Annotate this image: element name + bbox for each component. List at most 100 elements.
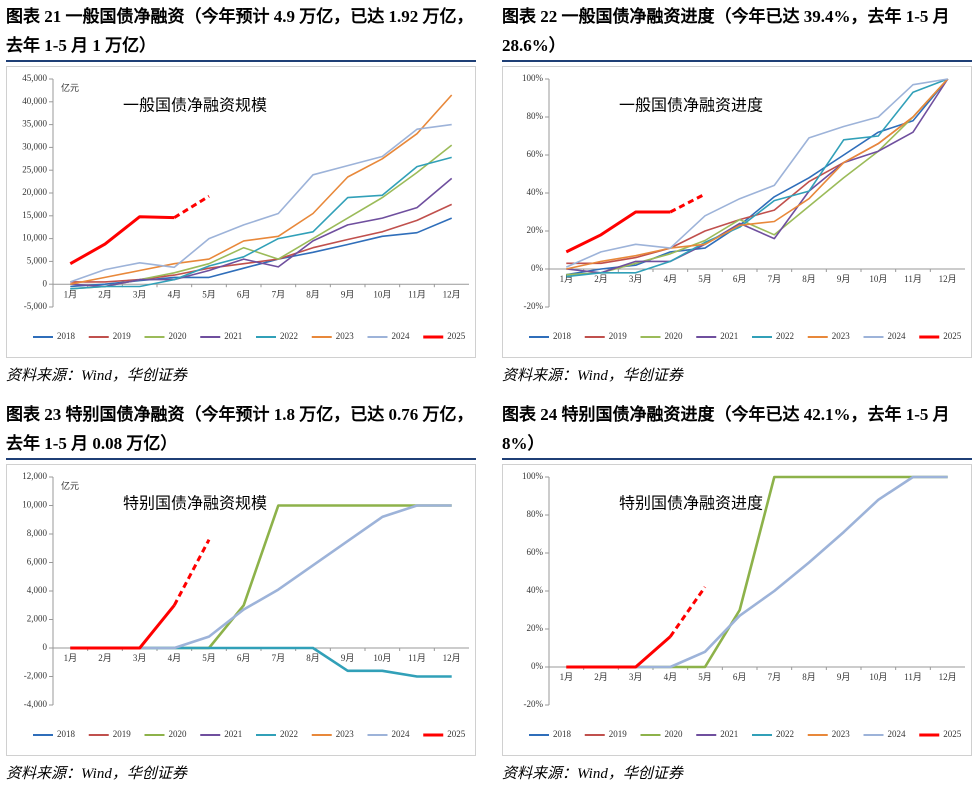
source: 资料来源：Wind，华创证券 [6, 368, 187, 384]
x-tick-label: 1月 [64, 289, 78, 299]
y-tick-label: 80% [527, 111, 544, 121]
legend-label: 2023 [832, 331, 851, 341]
series-line [70, 94, 453, 285]
y-tick-label: 4,000 [27, 585, 48, 595]
x-tick-label: 4月 [168, 289, 182, 299]
legend-label: 2019 [609, 729, 628, 739]
figure-title: 图表 24 特别国债净融资进度（今年已达 42.1%，去年 1-5 月 8%） [502, 400, 972, 460]
x-tick-label: 6月 [237, 289, 251, 299]
series-line [172, 538, 211, 607]
chart: -20% 0% 20% 40% 60% 80% 100% 1月 2月 3月 4月 5月 6月 7月 8月 9月… [502, 66, 972, 358]
x-tick-label: 8月 [802, 672, 816, 682]
x-tick-label: 12月 [939, 672, 957, 682]
y-tick-label: -4,000 [24, 699, 48, 709]
x-tick-label: 8月 [306, 653, 320, 663]
unit-label: 亿元 [61, 82, 79, 93]
legend-label: 2021 [720, 331, 738, 341]
legend-label: 2022 [776, 729, 794, 739]
y-tick-label: 100% [522, 73, 544, 83]
y-tick-label: 12,000 [22, 471, 47, 481]
x-tick-label: 3月 [133, 289, 147, 299]
panel: 图表 23 特别国债净融资（今年预计 1.8 万亿，已达 0.76 万亿，去年 … [6, 400, 476, 783]
series-line [173, 194, 210, 219]
unit-label: 亿元 [61, 480, 79, 491]
source: 资料来源：Wind，华创证券 [6, 766, 187, 782]
x-tick-label: 4月 [664, 274, 678, 284]
y-tick-label: 15,000 [22, 210, 47, 220]
x-tick-label: 2月 [98, 653, 112, 663]
x-tick-label: 5月 [202, 289, 216, 299]
y-tick-label: 35,000 [22, 119, 47, 129]
y-tick-label: -20% [524, 699, 544, 709]
x-tick-label: 3月 [629, 274, 643, 284]
legend-label: 2025 [943, 331, 962, 341]
legend-label: 2020 [665, 331, 684, 341]
x-tick-label: 1月 [560, 274, 574, 284]
legend-label: 2020 [169, 331, 188, 341]
y-tick-label: 80% [527, 509, 544, 519]
series-line [70, 504, 452, 650]
legend-label: 2020 [169, 729, 188, 739]
x-tick-label: 12月 [443, 289, 461, 299]
y-tick-label: 40,000 [22, 96, 47, 106]
legend-label: 2023 [832, 729, 851, 739]
series-line [70, 177, 453, 288]
x-tick-label: 7月 [272, 289, 286, 299]
x-tick-label: 10月 [373, 653, 391, 663]
x-tick-label: 10月 [869, 672, 887, 682]
legend-label: 2025 [447, 331, 466, 341]
y-tick-label: -5,000 [24, 301, 48, 311]
panel: 图表 24 特别国债净融资进度（今年已达 42.1%，去年 1-5 月 8%） … [502, 400, 972, 783]
x-tick-label: 7月 [768, 672, 782, 682]
x-tick-label: 11月 [408, 653, 426, 663]
x-tick-label: 8月 [802, 274, 816, 284]
series-line [70, 156, 452, 290]
series-line [566, 635, 672, 669]
y-tick-label: 60% [527, 547, 544, 557]
series-line [565, 210, 671, 254]
x-tick-label: 2月 [594, 274, 608, 284]
legend-label: 2019 [609, 331, 628, 341]
legend-label: 2018 [57, 331, 76, 341]
x-tick-label: 12月 [443, 653, 461, 663]
x-tick-label: 9月 [837, 274, 851, 284]
x-tick-label: 1月 [64, 653, 78, 663]
x-tick-label: 4月 [664, 672, 678, 682]
y-tick-label: 0% [531, 263, 544, 273]
legend-label: 2018 [553, 331, 572, 341]
x-tick-label: 10月 [373, 289, 391, 299]
x-tick-label: 5月 [698, 274, 712, 284]
series-line [70, 504, 452, 650]
y-tick-label: 20,000 [22, 187, 47, 197]
figure-title: 图表 21 一般国债净融资（今年预计 4.9 万亿，已达 1.92 万亿，去年 … [6, 2, 476, 62]
y-tick-label: 25,000 [22, 164, 47, 174]
series-line [69, 215, 175, 266]
annotation: 特别国债净融资进度 [619, 495, 763, 513]
x-tick-label: 3月 [133, 653, 147, 663]
annotation: 一般国债净融资规模 [123, 97, 267, 115]
x-tick-label: 7月 [768, 274, 782, 284]
x-tick-label: 2月 [98, 289, 112, 299]
series-line [669, 192, 706, 214]
legend-label: 2024 [392, 729, 411, 739]
series-line [566, 78, 949, 276]
legend-label: 2021 [224, 331, 242, 341]
chart: -5,000 0 5,000 10,000 15,000 20,000 25,000 30,0… [6, 66, 476, 358]
y-tick-label: 0 [43, 642, 48, 652]
x-tick-label: 12月 [939, 274, 957, 284]
y-tick-label: 10,000 [22, 500, 47, 510]
x-tick-label: 3月 [629, 672, 643, 682]
x-tick-label: 9月 [837, 672, 851, 682]
x-tick-label: 11月 [904, 672, 922, 682]
x-tick-label: 7月 [272, 653, 286, 663]
y-tick-label: 40% [527, 187, 544, 197]
x-tick-label: 11月 [408, 289, 426, 299]
chart: -4,000 -2,000 0 2,000 4,000 6,000 8,000 10,000 1… [6, 464, 476, 756]
annotation: 一般国债净融资进度 [619, 97, 763, 115]
legend-label: 2024 [888, 729, 907, 739]
series-line [566, 78, 949, 270]
legend-label: 2023 [336, 331, 355, 341]
source: 资料来源：Wind，华创证券 [502, 766, 683, 782]
legend-label: 2025 [943, 729, 962, 739]
x-tick-label: 9月 [341, 289, 355, 299]
